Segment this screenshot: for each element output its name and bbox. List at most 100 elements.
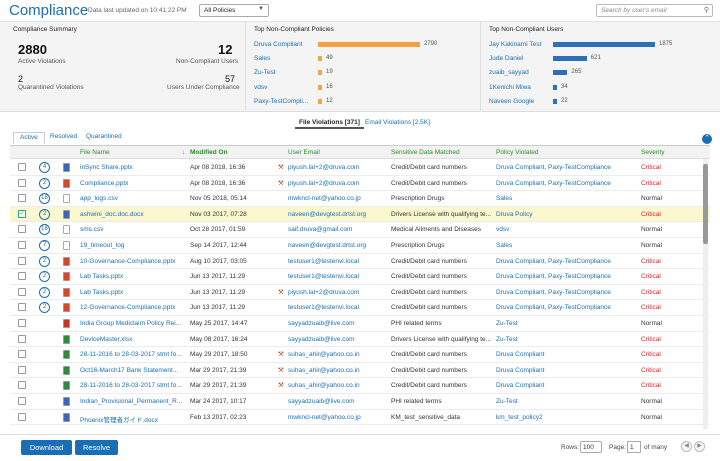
table-row[interactable]: Oct16-March17 Bank Statement... Mar 29 20… bbox=[10, 363, 710, 379]
policy-violated-link[interactable]: Druva Compliant, Paxy-TestCompliance bbox=[496, 257, 611, 265]
file-name-link[interactable]: 28-11-2016 to 28-03-2017 stmt fo... bbox=[80, 351, 182, 359]
row-checkbox[interactable] bbox=[18, 365, 26, 374]
table-row[interactable]: 2 12-Governance-Compliance.pptx Jun 13 201… bbox=[10, 300, 710, 316]
row-checkbox[interactable] bbox=[18, 287, 26, 296]
table-row[interactable]: 18 app_logs.csv Nov 05 2018, 05:14 mwkncl-n… bbox=[10, 191, 710, 207]
row-checkbox[interactable] bbox=[18, 225, 26, 234]
tab-email-violations[interactable]: Email Violations [2.5K] bbox=[365, 119, 430, 126]
policy-violated-link[interactable]: Zu-Test bbox=[496, 320, 518, 327]
search-icon[interactable]: ⚲ bbox=[703, 7, 709, 14]
row-checkbox[interactable] bbox=[18, 303, 26, 312]
table-row[interactable]: 28-11-2016 to 28-03-2017 stmt fo... May 2… bbox=[10, 347, 710, 363]
row-checkbox[interactable]: ✓ bbox=[18, 209, 26, 218]
col-severity[interactable]: Severity bbox=[641, 149, 665, 156]
user-email-link[interactable]: saif.druva@gmail.com bbox=[288, 226, 353, 234]
policy-violated-link[interactable]: vdsv bbox=[496, 226, 510, 234]
policy-violated-link[interactable]: Druva Compliant bbox=[496, 351, 545, 359]
tab-file-violations[interactable]: File Violations [371] bbox=[295, 118, 364, 129]
bar-label[interactable]: vdsv bbox=[254, 83, 268, 91]
table-row[interactable]: 2 Lab Tasks.pptx Jun 13 2017, 11:29 testuse… bbox=[10, 269, 710, 285]
file-name-link[interactable]: Compliance.pptx bbox=[80, 179, 129, 187]
violation-count-badge[interactable]: 7 bbox=[39, 240, 50, 251]
policy-violated-link[interactable]: Druva Compliant bbox=[496, 366, 545, 374]
table-row[interactable]: 7 19_timeout_log Sep 14 2017, 12:44 naveen@… bbox=[10, 238, 710, 254]
file-name-link[interactable]: DeviceMaster.xlsx bbox=[80, 335, 133, 343]
bar-label[interactable]: Zu-Test bbox=[254, 69, 276, 77]
col-policy-violated[interactable]: Policy Violated bbox=[496, 149, 539, 156]
policy-violated-link[interactable]: Druva Compliant, Paxy-TestCompliance bbox=[496, 288, 611, 296]
table-row[interactable]: 2 10-Governance-Compliance.pptx Aug 10 201… bbox=[10, 254, 710, 270]
user-email-link[interactable]: testuser1@testenvi.local bbox=[288, 257, 359, 265]
search-input[interactable]: Search by user's email ⚲ bbox=[596, 4, 713, 17]
user-email-link[interactable]: piyush.lal+2@druva.com bbox=[288, 179, 360, 187]
file-name-link[interactable]: ashwini_doc.doc.docx bbox=[80, 210, 144, 218]
row-checkbox[interactable] bbox=[18, 163, 26, 171]
user-email-link[interactable]: testuser1@testenvi.local bbox=[288, 304, 359, 312]
row-checkbox[interactable] bbox=[18, 350, 26, 359]
policy-violated-link[interactable]: Druva Policy bbox=[496, 210, 533, 218]
file-name-link[interactable]: Lab Tasks.pptx bbox=[80, 288, 124, 296]
next-page-icon[interactable]: ▶ bbox=[694, 441, 705, 452]
bar-label[interactable]: Paxy-TestCompli... bbox=[254, 97, 309, 105]
row-checkbox[interactable] bbox=[18, 256, 26, 265]
bar-label[interactable]: 1Kenichi Miwa bbox=[489, 83, 531, 91]
file-name-link[interactable]: sms.csv bbox=[80, 226, 104, 234]
policy-violated-link[interactable]: Druva Compliant, Paxy-TestCompliance bbox=[496, 179, 611, 187]
user-email-link[interactable]: piyush.lal+2@druva.com bbox=[288, 164, 360, 171]
row-checkbox[interactable] bbox=[18, 381, 26, 390]
row-checkbox[interactable] bbox=[18, 319, 26, 327]
page-number-input[interactable]: 1 bbox=[627, 441, 641, 453]
bar-label[interactable]: Jude Daniel bbox=[489, 55, 524, 63]
table-row[interactable]: Phoenix管理者ガイド.docx Feb 13 2017, 02:23 mwkn… bbox=[10, 410, 710, 426]
col-modified-on[interactable]: Modified On bbox=[190, 149, 228, 156]
row-checkbox[interactable] bbox=[18, 397, 26, 405]
prev-page-icon[interactable]: ◀ bbox=[681, 441, 692, 452]
table-row[interactable]: 2 Lab Tasks.pptx Jun 13 2017, 11:29 ⚒ piyush… bbox=[10, 285, 710, 301]
policy-violated-link[interactable]: Druva Compliant bbox=[496, 382, 545, 390]
user-email-link[interactable]: naveen@devgtest.drtst.org bbox=[288, 242, 367, 249]
violation-count-badge[interactable]: 2 bbox=[39, 208, 50, 220]
file-name-link[interactable]: 12-Governance-Compliance.pptx bbox=[80, 304, 176, 312]
policy-violated-link[interactable]: Sales bbox=[496, 242, 513, 249]
scrollbar-thumb[interactable] bbox=[703, 164, 708, 244]
policy-filter-select[interactable]: All Policies ▼ bbox=[199, 4, 269, 17]
user-email-link[interactable]: piyush.lal+2@druva.com bbox=[288, 288, 360, 296]
rows-per-page-select[interactable]: 100 bbox=[580, 441, 602, 453]
bar-label[interactable]: Naveen Google bbox=[489, 97, 535, 105]
row-checkbox[interactable] bbox=[18, 194, 26, 203]
user-email-link[interactable]: sayyadzuaib@live.com bbox=[288, 398, 355, 405]
user-email-link[interactable]: mwkncl-net@yahoo.co.jp bbox=[288, 195, 361, 203]
col-file-name[interactable]: File Name bbox=[80, 149, 110, 156]
user-email-link[interactable]: testuser1@testenvi.local bbox=[288, 273, 359, 281]
violation-count-badge[interactable]: 2 bbox=[39, 177, 50, 189]
table-row[interactable]: Indian_Provisional_Permanent_R... Mar 24 … bbox=[10, 394, 710, 410]
col-user-email[interactable]: User Email bbox=[288, 149, 320, 156]
user-email-link[interactable]: naveen@devgtest.drtst.org bbox=[288, 210, 367, 218]
policy-violated-link[interactable]: Druva Compliant, Paxy-TestCompliance bbox=[496, 273, 611, 281]
policy-violated-link[interactable]: Sales bbox=[496, 195, 513, 203]
col-sensitive-data[interactable]: Sensitive Data Matched bbox=[391, 149, 460, 156]
row-checkbox[interactable] bbox=[18, 241, 26, 249]
policy-violated-link[interactable]: km_test_policy2 bbox=[496, 413, 543, 421]
policy-violated-link[interactable]: Druva Compliant, Paxy-TestCompliance bbox=[496, 304, 611, 312]
table-row[interactable]: 2 Compliance.pptx Apr 08 2018, 16:36 ⚒ piyus… bbox=[10, 176, 710, 192]
bar-label[interactable]: Jay Kakinami Test bbox=[489, 41, 542, 48]
bar-label[interactable]: zuaib_sayyad bbox=[489, 69, 529, 77]
tab-quarantined[interactable]: Quarantined bbox=[86, 133, 122, 140]
violation-count-badge[interactable]: 2 bbox=[39, 271, 50, 283]
policy-violated-link[interactable]: Zu-Test bbox=[496, 398, 518, 405]
user-email-link[interactable]: mwkncl-net@yahoo.co.jp bbox=[288, 413, 361, 421]
row-checkbox[interactable] bbox=[18, 272, 26, 281]
policy-violated-link[interactable]: Zu-Test bbox=[496, 335, 518, 343]
violation-count-badge[interactable]: 16 bbox=[39, 224, 50, 236]
violation-count-badge[interactable]: 2 bbox=[39, 286, 50, 298]
tab-active[interactable]: Active bbox=[13, 132, 45, 144]
violation-count-badge[interactable]: 18 bbox=[39, 193, 50, 205]
violation-count-badge[interactable]: 4 bbox=[39, 162, 50, 173]
file-name-link[interactable]: inSync Share.pptx bbox=[80, 164, 133, 171]
file-name-link[interactable]: Oct16-March17 Bank Statement... bbox=[80, 366, 179, 374]
violation-count-badge[interactable]: 2 bbox=[39, 255, 50, 267]
user-email-link[interactable]: suhas_ahir@yahoo.co.in bbox=[288, 366, 360, 374]
user-email-link[interactable]: sayyadzuaib@live.com bbox=[288, 320, 355, 327]
table-row[interactable]: 16 sms.csv Oct 28 2017, 01:59 saif.druva@gm… bbox=[10, 222, 710, 238]
